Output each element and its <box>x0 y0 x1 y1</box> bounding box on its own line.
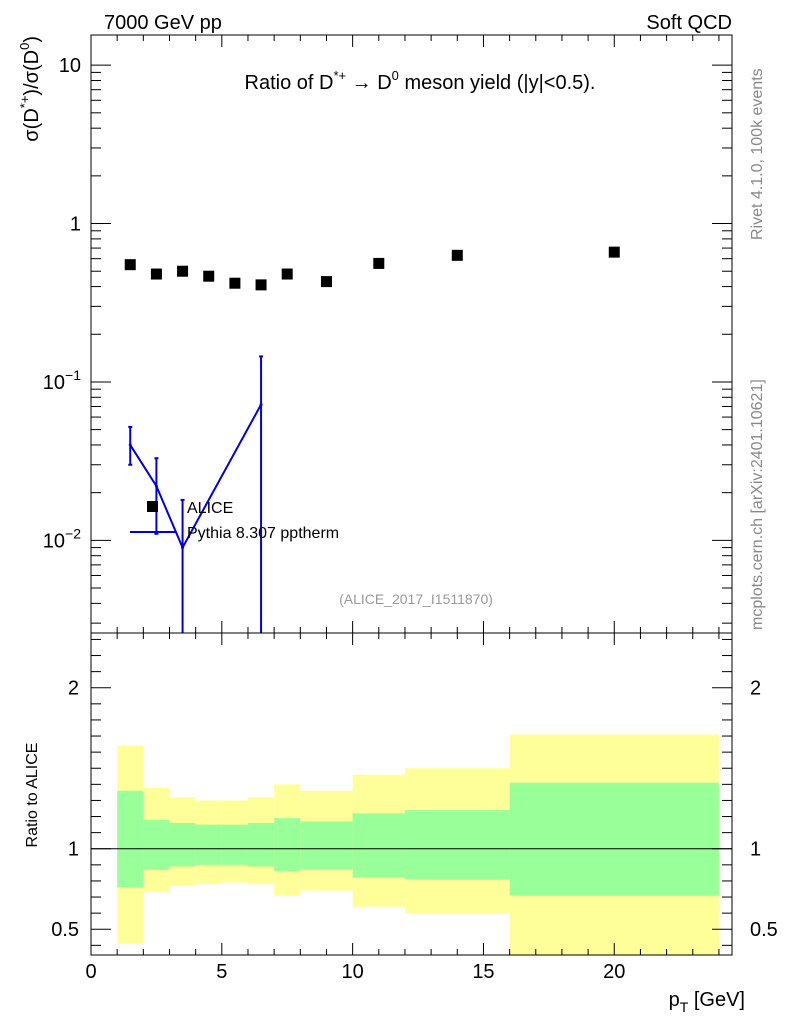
main-frame <box>90 34 733 634</box>
main-panel: Ratio of D*+ → D0 meson yield (|y|<0.5).… <box>17 34 733 634</box>
header-left-label: 7000 GeV pp <box>104 12 222 34</box>
alice-point <box>373 257 385 269</box>
side-bottom-label: mcplots.cern.ch [arXiv:2401.10621] <box>749 379 766 630</box>
alice-point <box>177 265 189 277</box>
alice-point <box>281 268 293 280</box>
pythia-point <box>259 403 263 407</box>
main-series <box>124 246 620 633</box>
main-axis-ticks <box>90 35 732 633</box>
x-tick-label: 15 <box>472 961 494 983</box>
ratio-band-inner <box>300 821 353 870</box>
ratio-band-inner <box>195 824 222 865</box>
ratio-axis-ticks <box>90 633 732 955</box>
legend-label-alice: ALICE <box>187 500 233 517</box>
alice-point <box>229 277 241 289</box>
analysis-annotation: (ALICE_2017_I1511870) <box>339 591 493 607</box>
ratio-y-axis-label: Ratio to ALICE <box>24 743 41 848</box>
ratio-band-inner <box>221 824 248 865</box>
alice-point <box>320 276 332 288</box>
ratio-y-tick-label-right: 2 <box>750 678 761 700</box>
ratio-band-inner <box>169 822 196 867</box>
y-tick-label: 1 <box>70 214 81 236</box>
header-right-label: Soft QCD <box>646 12 732 34</box>
alice-point <box>451 249 463 261</box>
ratio-band-inner <box>274 818 301 872</box>
pythia-point <box>181 546 185 550</box>
y-tick-label: 10−1 <box>43 367 81 394</box>
main-title: Ratio of D*+ → D0 meson yield (|y|<0.5). <box>245 68 596 94</box>
alice-point <box>150 268 162 280</box>
ratio-frame <box>90 632 733 956</box>
pythia-point <box>154 484 158 488</box>
main-series-clip <box>124 246 620 633</box>
x-tick-label: 10 <box>342 961 364 983</box>
alice-point <box>124 259 136 271</box>
ratio-tick-labels: 0 5 10 15 20 0.5 0.5 1 1 2 2 <box>51 678 778 983</box>
ratio-band-inner <box>143 819 170 870</box>
main-y-axis-label: σ(D*+)/σ(D0) <box>17 36 43 142</box>
pythia-line <box>129 404 262 550</box>
ratio-y-tick-label-right: 0.5 <box>750 919 778 941</box>
x-tick-label: 20 <box>603 961 625 983</box>
alice-point <box>203 270 215 282</box>
ratio-band-inner <box>247 822 275 867</box>
pythia-point <box>128 443 132 447</box>
ratio-y-tick-label-right: 1 <box>750 839 761 861</box>
legend-label-pythia: Pythia 8.307 pptherm <box>187 525 339 542</box>
side-top-label: Rivet 4.1.0, 100k events <box>749 68 766 240</box>
main-y-tick-labels: 10 1 10−1 10−2 <box>43 55 81 552</box>
ratio-panel: 0 5 10 15 20 0.5 0.5 1 1 2 2 Ratio to ALICE pT [Ge… <box>24 632 778 1015</box>
y-tick-label: 10 <box>59 55 81 77</box>
legend-marker-alice <box>147 501 158 512</box>
alice-point <box>608 246 620 258</box>
x-tick-label: 0 <box>85 961 96 983</box>
ratio-y-tick-label: 2 <box>68 678 79 700</box>
legend: ALICE Pythia 8.307 pptherm <box>130 500 339 542</box>
ratio-band-inner <box>404 810 510 880</box>
alice-point <box>255 279 267 291</box>
ratio-band-inner <box>352 813 405 878</box>
x-tick-label: 5 <box>216 961 227 983</box>
ratio-band-inner <box>117 790 144 888</box>
ratio-band-inner <box>509 782 719 896</box>
ratio-y-tick-label: 1 <box>68 839 79 861</box>
x-axis-label: pT [GeV] <box>669 989 745 1015</box>
y-tick-label: 10−2 <box>43 525 81 552</box>
ratio-y-tick-label: 0.5 <box>51 919 79 941</box>
ratio-bands <box>117 734 719 955</box>
